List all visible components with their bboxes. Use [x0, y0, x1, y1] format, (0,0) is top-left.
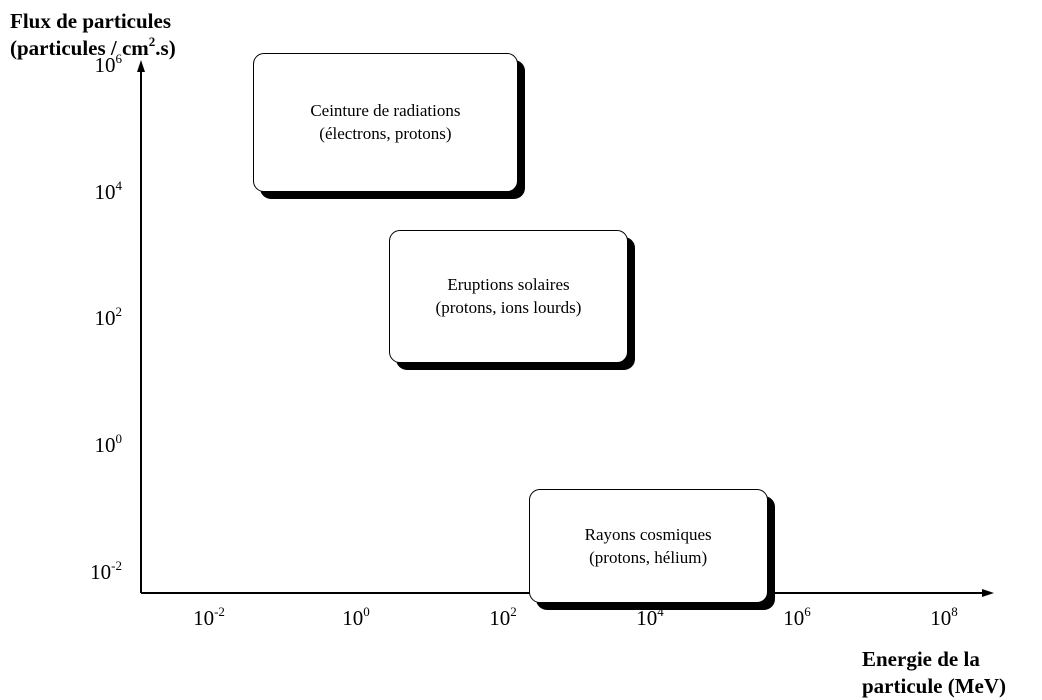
x-tick-label-base: 10 [930, 606, 952, 630]
y-tick-label-exp: 0 [115, 431, 123, 446]
y-axis-title-line2: (particules / cm2.s) [10, 35, 176, 62]
y-tick-label-base: 10 [94, 433, 116, 457]
y-axis-arrow [137, 60, 145, 72]
x-tick-label-exp: 4 [657, 604, 664, 619]
region-label-line: Rayons cosmiques [584, 525, 712, 545]
region-label-line: (protons, ions lourds) [435, 298, 582, 318]
y-tick-label: 104 [50, 177, 123, 204]
x-tick-label-exp: 0 [363, 604, 370, 619]
y-tick-label-exp: 6 [115, 51, 123, 67]
x-tick-label-base: 10 [489, 606, 511, 630]
region-label-line: Ceinture de radiations [310, 101, 461, 121]
region-label-line: (protons, hélium) [589, 548, 708, 568]
x-tick-label-base: 10 [342, 606, 364, 630]
x-tick-label-exp: 6 [804, 604, 811, 619]
x-tick-label-exp: 8 [951, 604, 958, 619]
x-axis-title-line2: particule (MeV) [862, 674, 1007, 698]
x-tick-label: 104 [605, 604, 695, 630]
x-tick-label: 108 [899, 604, 989, 630]
y-axis-title: Flux de particules (particules / cm2.s) [10, 8, 176, 62]
y-axis-title-unit-pre: (particules / cm [10, 36, 149, 60]
y-tick-label-exp: -2 [111, 557, 122, 573]
y-axis-title-unit-post: .s) [155, 36, 176, 60]
region-eruptions-solaires: Eruptions solaires (protons, ions lourds) [389, 229, 628, 363]
x-tick-label-base: 10 [193, 606, 215, 630]
region-label-line: Eruptions solaires [447, 275, 570, 295]
x-tick-label-exp: -2 [214, 604, 225, 619]
x-tick-label-base: 10 [636, 606, 658, 630]
x-axis-title: Energie de la particule (MeV) [862, 646, 1042, 700]
x-tick-label: 10-2 [164, 604, 254, 630]
x-tick-label-base: 10 [783, 606, 805, 630]
region-label-line: (électrons, protons) [319, 124, 452, 144]
y-axis-title-unit-sup: 2 [148, 34, 156, 49]
region-rayons-cosmiques: Rayons cosmiques (protons, hélium) [528, 489, 768, 604]
x-tick-label: 100 [311, 604, 401, 630]
y-tick-label-base: 10 [90, 559, 112, 584]
x-tick-label-exp: 2 [510, 604, 517, 619]
x-axis-title-line1: Energie de la [862, 647, 980, 671]
y-tick-label-exp: 2 [115, 304, 123, 320]
y-tick-label-base: 10 [94, 179, 116, 204]
y-tick-label: 10-2 [50, 557, 122, 584]
y-tick-label: 106 [50, 51, 123, 78]
y-tick-label: 102 [50, 304, 123, 331]
y-axis-title-line1: Flux de particules [10, 9, 171, 33]
x-tick-label: 102 [458, 604, 548, 630]
x-tick-label: 106 [752, 604, 842, 630]
y-tick-label: 100 [50, 431, 123, 457]
y-tick-label-base: 10 [94, 53, 116, 78]
region-ceinture-radiations: Ceinture de radiations (électrons, proton… [253, 52, 518, 192]
y-tick-label-base: 10 [94, 306, 116, 331]
y-tick-label-exp: 4 [115, 177, 123, 193]
x-axis-arrow [982, 589, 994, 597]
